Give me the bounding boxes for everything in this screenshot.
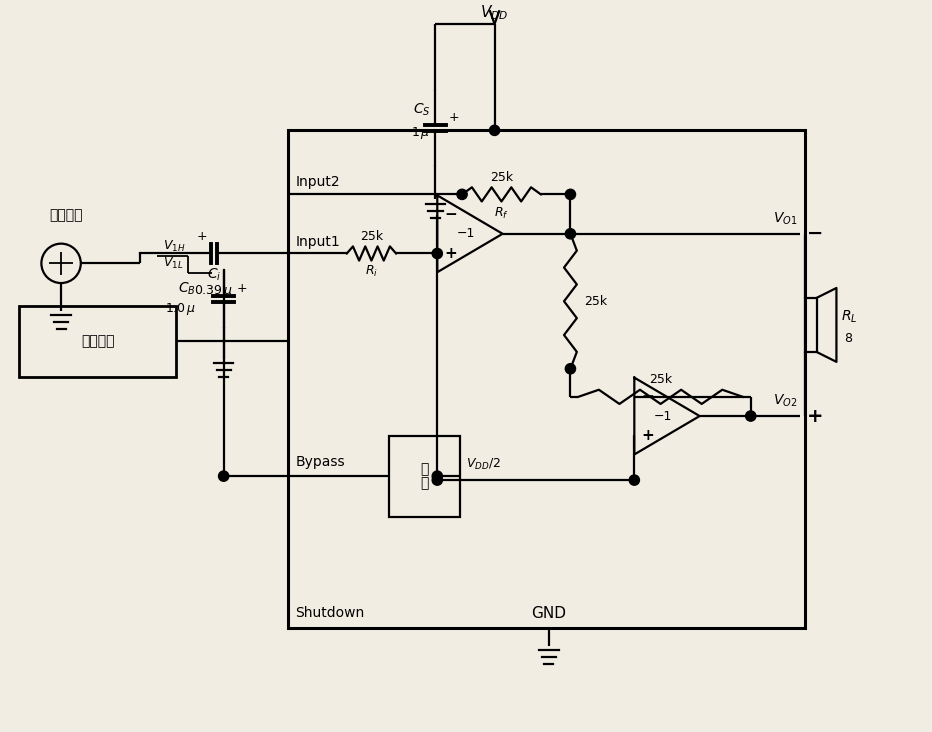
Text: Shutdown: Shutdown	[295, 606, 364, 620]
Text: +: +	[445, 245, 457, 261]
Text: $1\,\mu$: $1\,\mu$	[411, 125, 431, 141]
Text: +: +	[641, 427, 654, 443]
Text: 8: 8	[844, 332, 852, 346]
Circle shape	[746, 411, 756, 421]
Text: $0.39\,\mu$: $0.39\,\mu$	[194, 283, 233, 299]
Text: −: −	[445, 207, 457, 222]
Circle shape	[432, 248, 443, 258]
Text: −1: −1	[457, 228, 475, 240]
Text: Input1: Input1	[295, 234, 340, 249]
Text: +: +	[807, 406, 823, 425]
Bar	[390, 436, 460, 517]
Text: 关断控制: 关断控制	[81, 335, 115, 348]
Circle shape	[489, 125, 500, 135]
Text: 25k: 25k	[360, 230, 383, 242]
Text: $1.0\,\mu$: $1.0\,\mu$	[165, 301, 196, 317]
Text: 音频输入: 音频输入	[49, 208, 83, 222]
Text: $C_B$: $C_B$	[178, 281, 196, 297]
Circle shape	[566, 190, 576, 200]
Text: Bypass: Bypass	[295, 455, 345, 469]
Text: $V_{DD}$: $V_{DD}$	[480, 3, 509, 22]
Text: 25k: 25k	[490, 171, 513, 184]
Text: GND: GND	[531, 606, 567, 621]
Circle shape	[457, 190, 467, 200]
Text: $V_{O1}$: $V_{O1}$	[773, 211, 797, 227]
Text: $R_f$: $R_f$	[494, 206, 509, 221]
Text: +: +	[449, 111, 459, 124]
Text: $V_{1L}$: $V_{1L}$	[162, 256, 183, 272]
Circle shape	[629, 475, 639, 485]
Text: +: +	[197, 230, 207, 243]
Text: 25k: 25k	[649, 373, 672, 386]
Text: +: +	[237, 282, 248, 295]
Circle shape	[566, 228, 576, 239]
Bar	[805, 298, 816, 352]
Bar	[288, 130, 805, 628]
Text: $V_{1H}$: $V_{1H}$	[162, 239, 185, 255]
Circle shape	[218, 471, 228, 481]
Text: $C_i$: $C_i$	[207, 266, 221, 283]
Circle shape	[432, 471, 443, 481]
Circle shape	[432, 475, 443, 485]
Text: $C_S$: $C_S$	[413, 102, 431, 119]
Bar	[19, 306, 176, 377]
Text: −: −	[807, 224, 823, 243]
Text: Input2: Input2	[295, 176, 340, 190]
Text: $V_{O2}$: $V_{O2}$	[773, 393, 797, 409]
Text: $V_{DD}/2$: $V_{DD}/2$	[466, 457, 500, 472]
Circle shape	[566, 364, 576, 374]
Text: $R_i$: $R_i$	[365, 264, 378, 280]
Text: −1: −1	[654, 409, 672, 422]
Text: −: −	[641, 389, 654, 404]
Text: 偏
置: 偏 置	[420, 462, 429, 490]
Text: 25k: 25k	[584, 295, 608, 307]
Text: $R_L$: $R_L$	[842, 309, 857, 325]
